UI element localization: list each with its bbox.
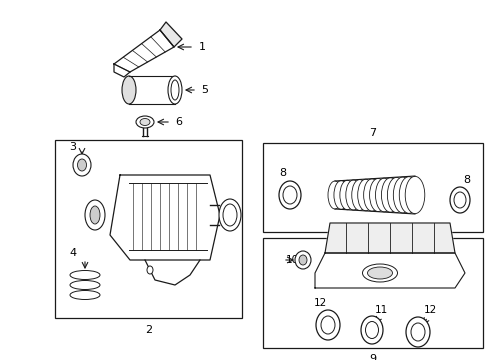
- Ellipse shape: [392, 177, 411, 213]
- Ellipse shape: [357, 179, 373, 211]
- Text: 5: 5: [201, 85, 208, 95]
- Ellipse shape: [140, 118, 150, 126]
- Text: 9: 9: [368, 354, 376, 360]
- Ellipse shape: [315, 310, 339, 340]
- Text: 8: 8: [279, 168, 286, 178]
- Bar: [263, 238, 482, 348]
- Text: 2: 2: [144, 325, 152, 335]
- Ellipse shape: [223, 204, 237, 226]
- Text: 12: 12: [313, 298, 326, 308]
- Ellipse shape: [365, 321, 378, 338]
- Ellipse shape: [320, 316, 334, 334]
- Ellipse shape: [369, 179, 386, 211]
- Ellipse shape: [73, 154, 91, 176]
- Ellipse shape: [147, 266, 153, 274]
- Ellipse shape: [90, 206, 100, 224]
- Text: 4: 4: [69, 248, 77, 258]
- Ellipse shape: [367, 267, 392, 279]
- Ellipse shape: [363, 179, 380, 211]
- Ellipse shape: [294, 251, 310, 269]
- Ellipse shape: [351, 180, 366, 211]
- Bar: [129, 76, 175, 104]
- Ellipse shape: [410, 323, 424, 341]
- Ellipse shape: [298, 255, 306, 265]
- Ellipse shape: [333, 181, 347, 210]
- Ellipse shape: [283, 186, 296, 204]
- Ellipse shape: [70, 270, 100, 279]
- Ellipse shape: [171, 80, 179, 100]
- Text: 12: 12: [423, 305, 436, 315]
- Ellipse shape: [405, 317, 429, 347]
- Ellipse shape: [362, 264, 397, 282]
- Ellipse shape: [399, 177, 418, 213]
- Ellipse shape: [453, 192, 465, 208]
- Ellipse shape: [345, 180, 360, 210]
- Text: 8: 8: [463, 175, 469, 185]
- Text: 3: 3: [69, 142, 76, 152]
- Bar: [55, 140, 242, 318]
- Ellipse shape: [339, 180, 354, 210]
- Ellipse shape: [279, 181, 301, 209]
- Text: 7: 7: [368, 128, 376, 138]
- Ellipse shape: [360, 316, 382, 344]
- Ellipse shape: [70, 291, 100, 300]
- Text: 10: 10: [285, 255, 298, 265]
- Bar: [263, 143, 482, 232]
- Text: 6: 6: [175, 117, 182, 127]
- Polygon shape: [325, 223, 454, 253]
- Polygon shape: [160, 22, 182, 47]
- Ellipse shape: [327, 181, 341, 209]
- Polygon shape: [110, 175, 220, 260]
- Ellipse shape: [386, 177, 405, 212]
- Ellipse shape: [70, 280, 100, 289]
- Ellipse shape: [168, 76, 182, 104]
- Ellipse shape: [375, 178, 392, 212]
- Ellipse shape: [85, 200, 105, 230]
- Ellipse shape: [122, 76, 136, 104]
- Ellipse shape: [219, 199, 241, 231]
- Ellipse shape: [449, 187, 469, 213]
- Polygon shape: [314, 253, 464, 288]
- Ellipse shape: [136, 116, 154, 128]
- Ellipse shape: [77, 159, 86, 171]
- Ellipse shape: [381, 178, 399, 212]
- Text: 1: 1: [198, 42, 205, 52]
- Polygon shape: [114, 30, 174, 72]
- Text: 11: 11: [374, 305, 387, 315]
- Ellipse shape: [405, 176, 424, 213]
